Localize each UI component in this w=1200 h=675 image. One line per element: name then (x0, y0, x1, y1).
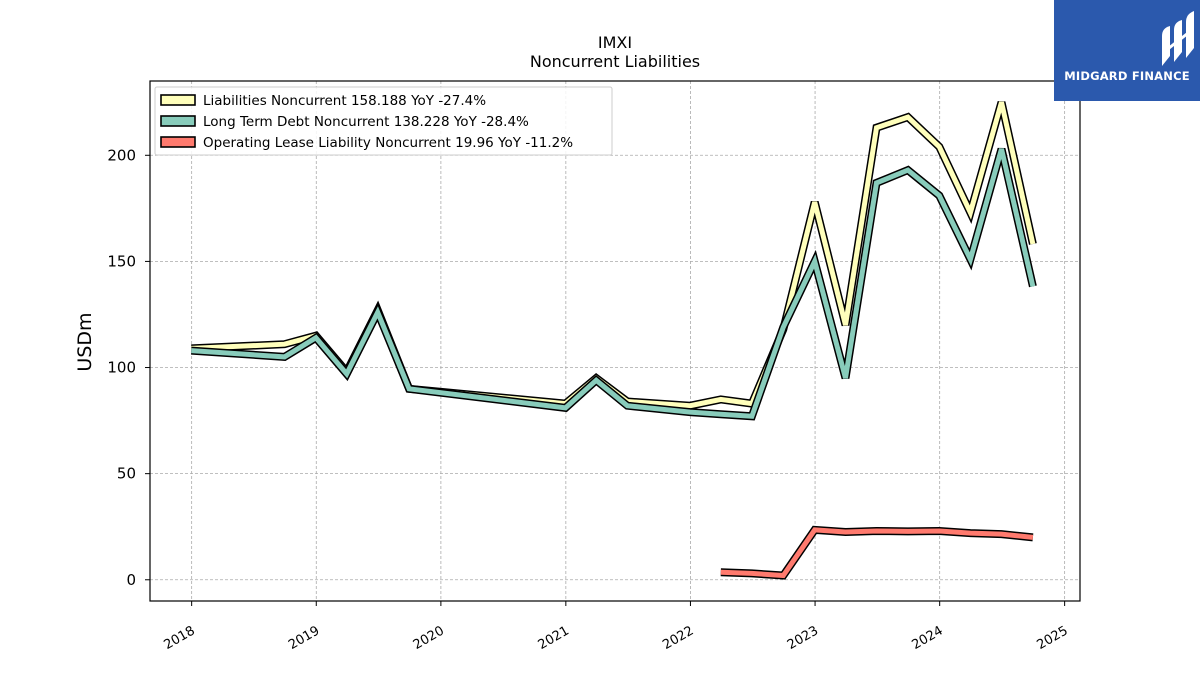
y-tick-label: 150 (107, 252, 136, 270)
axis-ticks: 0 50 100 150 200 2018 2019 2020 2021 2022 2023 2024… (107, 146, 1070, 653)
legend-swatch (160, 115, 196, 127)
series-outline-3 (720, 525, 1034, 580)
x-tick-label: 2019 (286, 623, 322, 653)
legend-label: Operating Lease Liability Noncurrent 19.… (203, 135, 573, 151)
chart-subtitle: Noncurrent Liabilities (530, 52, 700, 71)
y-tick-label: 200 (107, 146, 136, 164)
legend-swatch (160, 94, 196, 106)
brand-logo: MIDGARD FINANCE (1054, 0, 1200, 101)
y-tick-label: 50 (117, 465, 136, 483)
y-tick-label: 0 (126, 571, 136, 589)
series-outline-2 (191, 147, 1037, 421)
y-axis-label: USDm (74, 312, 96, 371)
x-tick-label: 2023 (785, 623, 821, 653)
chart-title: IMXI (598, 33, 632, 52)
x-tick-label: 2025 (1034, 623, 1070, 653)
legend-label: Long Term Debt Noncurrent 138.228 YoY -2… (203, 114, 529, 130)
x-tick-label: 2018 (161, 623, 197, 653)
grid (150, 81, 1080, 601)
x-tick-label: 2024 (910, 623, 946, 653)
brand-logo-text: MIDGARD FINANCE (1064, 69, 1190, 83)
x-tick-label: 2021 (536, 623, 572, 653)
y-tick-label: 100 (107, 359, 136, 377)
plot-frame (149, 80, 1081, 602)
series-line-2 (191, 148, 1036, 419)
x-tick-label: 2022 (660, 623, 696, 653)
legend: Liabilities Noncurrent 158.188 YoY -27.4… (154, 86, 613, 156)
series-line-3 (720, 527, 1034, 579)
legend-swatch (160, 136, 196, 148)
x-tick-label: 2020 (411, 623, 447, 653)
series-layer (191, 101, 1037, 580)
brand-mark-icon (1162, 11, 1194, 66)
legend-label: Liabilities Noncurrent 158.188 YoY -27.4… (203, 93, 486, 109)
legend-box (154, 86, 613, 156)
